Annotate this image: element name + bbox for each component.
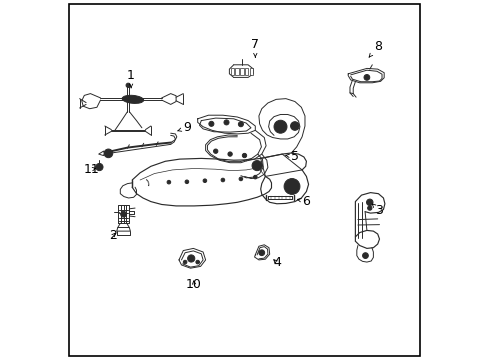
Circle shape (121, 211, 126, 217)
Circle shape (366, 199, 372, 206)
Text: 4: 4 (272, 256, 280, 269)
Circle shape (363, 75, 369, 80)
Circle shape (98, 166, 101, 168)
Circle shape (290, 122, 299, 130)
Circle shape (227, 152, 232, 156)
Circle shape (239, 177, 242, 181)
Text: 1: 1 (127, 69, 135, 88)
Circle shape (104, 149, 113, 158)
Circle shape (213, 149, 218, 153)
Circle shape (362, 253, 367, 258)
Circle shape (251, 161, 262, 171)
Text: 8: 8 (368, 40, 381, 57)
Bar (230, 68, 234, 75)
Text: 7: 7 (251, 39, 259, 57)
Circle shape (203, 179, 206, 183)
Text: 5: 5 (285, 150, 298, 163)
Circle shape (126, 83, 130, 87)
Bar (249, 68, 253, 75)
Circle shape (167, 180, 170, 184)
Circle shape (187, 255, 194, 262)
Circle shape (367, 206, 371, 210)
Circle shape (208, 121, 213, 126)
Circle shape (284, 179, 299, 194)
Circle shape (96, 163, 103, 171)
Bar (244, 68, 248, 75)
Text: 3: 3 (371, 204, 383, 217)
Circle shape (273, 120, 286, 133)
Circle shape (242, 153, 246, 158)
Circle shape (221, 178, 224, 182)
Text: 2: 2 (109, 229, 117, 242)
Text: 6: 6 (297, 195, 309, 208)
Circle shape (183, 260, 186, 264)
Text: 9: 9 (177, 121, 190, 134)
Bar (240, 68, 244, 75)
Circle shape (238, 122, 243, 127)
Circle shape (127, 85, 129, 86)
Circle shape (254, 163, 260, 168)
Text: 11: 11 (83, 163, 99, 176)
Bar (235, 68, 239, 75)
Circle shape (196, 260, 199, 264)
Text: 10: 10 (186, 278, 202, 291)
Circle shape (106, 152, 110, 155)
Ellipse shape (122, 95, 143, 103)
Circle shape (185, 180, 188, 184)
Circle shape (224, 120, 228, 125)
Circle shape (258, 250, 264, 256)
Circle shape (253, 175, 257, 179)
